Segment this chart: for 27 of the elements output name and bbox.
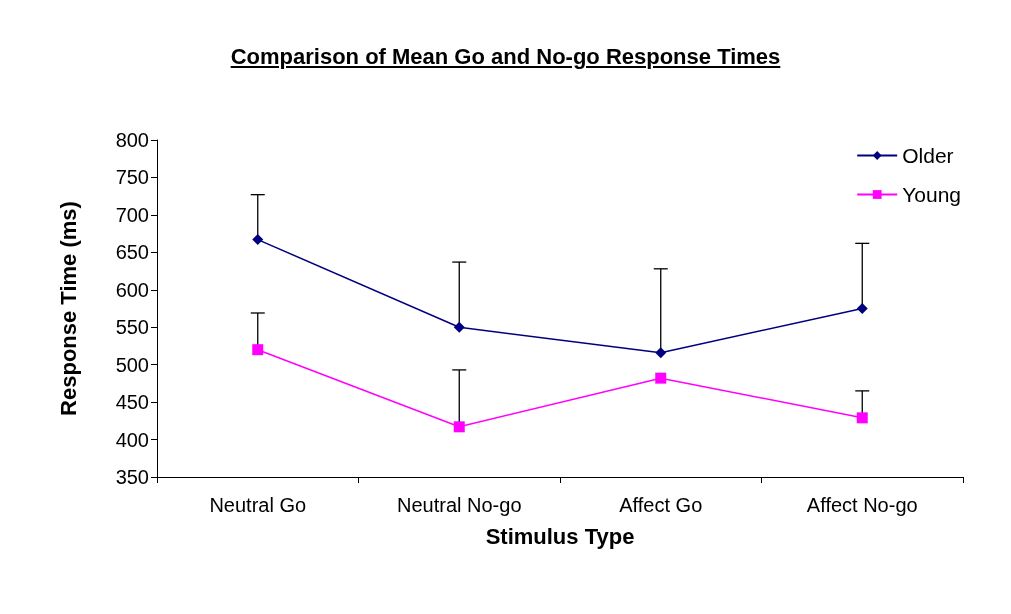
y-tick-label: 550: [115, 316, 149, 339]
x-axis-title: Stimulus Type: [485, 523, 635, 549]
y-tick-label: 700: [115, 203, 149, 226]
y-tick-label: 650: [115, 241, 149, 264]
x-tick-label: Affect Go: [619, 494, 703, 516]
y-axis-title: Response Time (ms): [55, 201, 81, 416]
y-tick-label: 500: [115, 353, 149, 376]
legend-label: Older: [902, 144, 954, 167]
point: [453, 421, 465, 433]
point: [655, 372, 667, 384]
point: [252, 234, 264, 246]
y-tick-label: 400: [115, 428, 149, 451]
x-tick-label: Neutral No-go: [396, 494, 522, 516]
legend-label: Young: [902, 183, 961, 206]
y-tick-label: 750: [115, 166, 149, 189]
point: [453, 321, 465, 333]
y-tick-label: 450: [115, 391, 149, 414]
x-tick-label: Neutral Go: [209, 494, 307, 516]
point: [856, 412, 868, 424]
point: [655, 347, 667, 359]
x-tick-label: Affect No-go: [806, 494, 918, 516]
point: [252, 344, 264, 356]
point: [856, 303, 868, 314]
y-tick-label: 800: [115, 129, 149, 151]
y-tick-label: 600: [115, 278, 149, 301]
y-tick-label: 350: [115, 466, 149, 488]
chart-title: Comparison of Mean Go and No-go Response Times: [229, 44, 782, 70]
